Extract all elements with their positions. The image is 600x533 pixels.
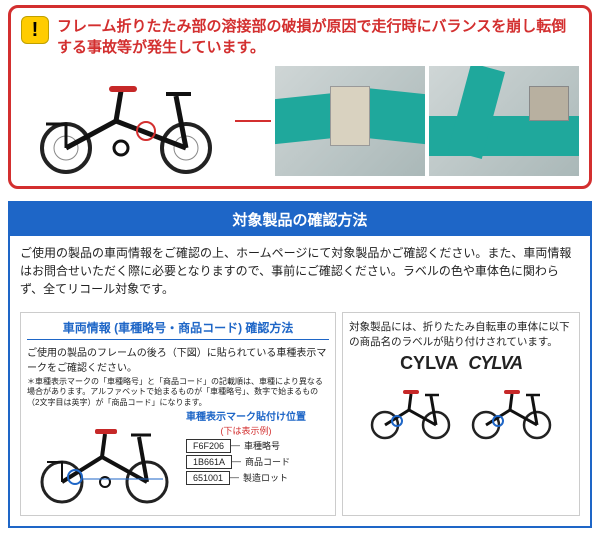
brand-label-panel: 対象製品には、折りたたみ自転車の車体に以下の商品名のラベルが貼り付けされています…	[342, 312, 580, 516]
warning-text: フレーム折りたたみ部の溶接部の破損が原因で走行時にバランスを崩し転倒する事故等が…	[57, 16, 579, 58]
brand-row: CYLVA CYLVA	[349, 353, 573, 374]
mark-sep-0: —	[231, 440, 240, 450]
warning-box: ! フレーム折りたたみ部の溶接部の破損が原因で走行時にバランスを崩し転倒する事故…	[8, 5, 592, 189]
mark-title: 車種表示マーク貼付け位置	[186, 412, 306, 424]
brand-desc: 対象製品には、折りたたみ自転車の車体に以下の商品名のラベルが貼り付けされています…	[349, 319, 573, 349]
mark-label-0: 車種略号	[240, 439, 280, 452]
mark-sub: (下は表示例)	[186, 424, 306, 437]
vehicle-info-desc: ご使用の製品のフレームの後ろ（下図）に貼られている車種表示マークをご確認ください…	[27, 344, 329, 374]
warning-icon: !	[21, 16, 49, 44]
vehicle-info-subtitle: 車両情報 (車種略号・商品コード) 確認方法	[27, 319, 329, 340]
label-circle-2	[492, 415, 504, 427]
mark-sep-1: —	[232, 456, 241, 466]
vehicle-info-panel: 車両情報 (車種略号・商品コード) 確認方法 ご使用の製品のフレームの後ろ（下図…	[20, 312, 336, 516]
mini-bike-2	[464, 380, 559, 440]
hinge-photo-1	[275, 66, 425, 176]
warning-header: ! フレーム折りたたみ部の溶接部の破損が原因で走行時にバランスを崩し転倒する事故…	[21, 16, 579, 58]
connector-line	[235, 120, 271, 122]
two-column-row: 車両情報 (車種略号・商品コード) 確認方法 ご使用の製品のフレームの後ろ（下図…	[10, 312, 590, 526]
mark-code-1: 1B661A	[187, 456, 232, 469]
info-title: 対象製品の確認方法	[10, 203, 590, 236]
brand-logo-2: CYLVA	[468, 353, 522, 374]
mark-sep-2: —	[230, 472, 239, 482]
mark-row-2: 651001 — 製造ロット	[186, 469, 306, 485]
vehicle-info-fine: ＊車種表示マークの「車種略号」と「商品コード」の記載順は、車種により異なる場合が…	[27, 377, 329, 408]
mark-example-box: 車種表示マーク貼付け位置 (下は表示例) F6F206 — 車種略号 1B661…	[186, 412, 306, 485]
mark-code-0: F6F206	[187, 440, 231, 453]
small-bike-illustration	[27, 412, 182, 507]
mark-code-2: 651001	[187, 472, 230, 485]
warning-images-row	[21, 66, 579, 176]
mark-label-2: 製造ロット	[239, 471, 288, 484]
mark-label-1: 商品コード	[241, 455, 290, 468]
brand-logo-1: CYLVA	[400, 353, 458, 374]
mini-bikes-row	[349, 380, 573, 440]
folding-bike-illustration	[21, 66, 231, 176]
hinge-photo-2	[429, 66, 579, 176]
mini-bike-1	[363, 380, 458, 440]
bike-svg	[21, 66, 231, 176]
vehicle-info-lower: 車種表示マーク貼付け位置 (下は表示例) F6F206 — 車種略号 1B661…	[27, 412, 329, 507]
hinge-highlight-circle	[136, 121, 156, 141]
mark-row-1: 1B661A — 商品コード	[186, 453, 306, 469]
info-body: ご使用の製品の車両情報をご確認の上、ホームページにて対象製品かご確認ください。ま…	[10, 236, 590, 312]
info-body-text: ご使用の製品の車両情報をご確認の上、ホームページにて対象製品かご確認ください。ま…	[20, 244, 580, 298]
mark-row-0: F6F206 — 車種略号	[186, 437, 306, 453]
label-circle-1	[391, 415, 403, 427]
info-box: 対象製品の確認方法 ご使用の製品の車両情報をご確認の上、ホームページにて対象製品…	[8, 201, 592, 528]
